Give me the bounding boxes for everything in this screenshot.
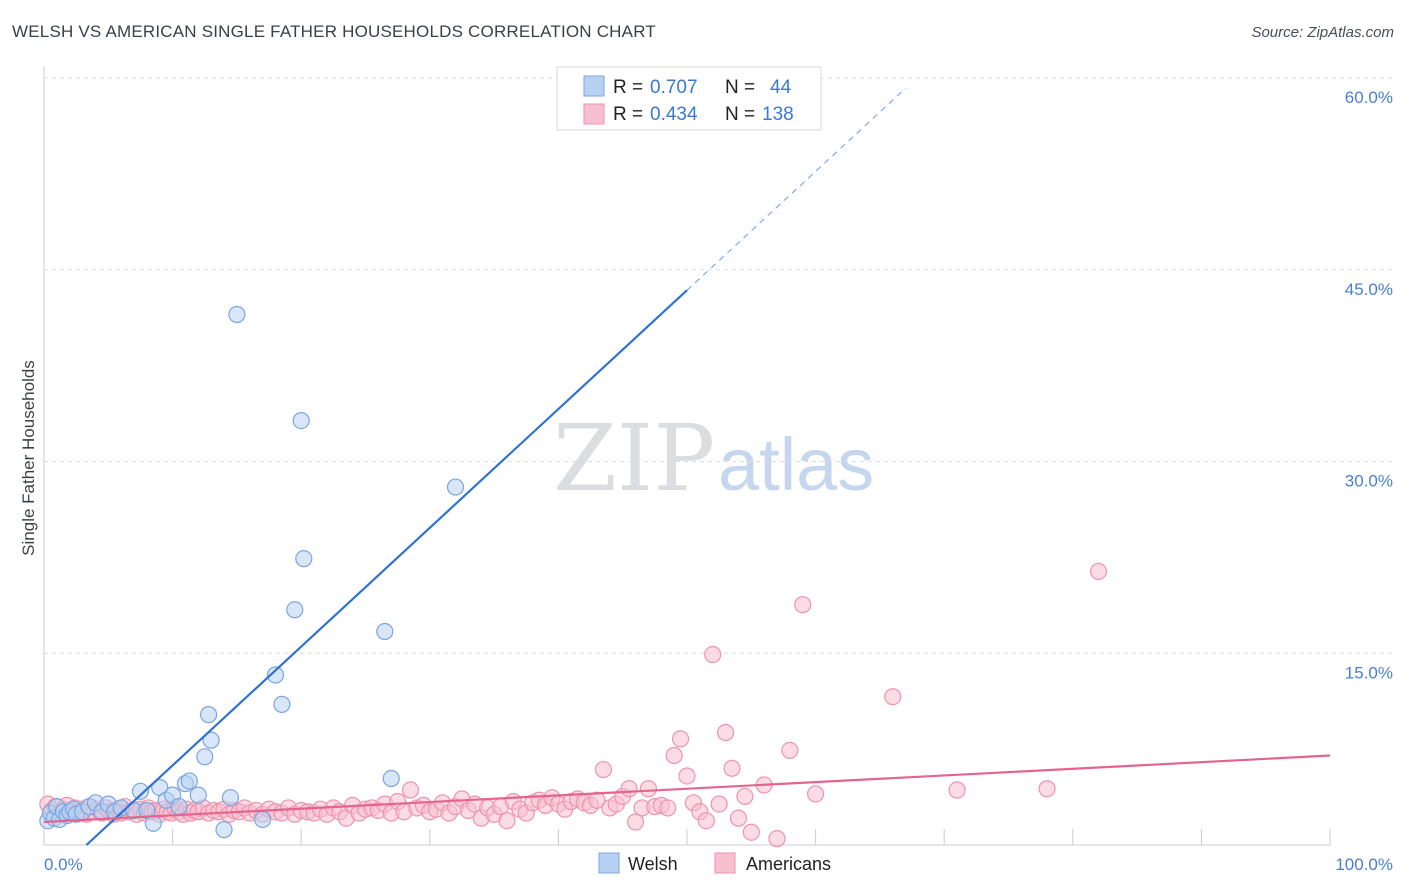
american-point-132 [806, 785, 825, 803]
american-n-value: 138 [762, 104, 794, 125]
american-point-131 [794, 596, 812, 614]
series-legend: Welsh Americans [598, 852, 831, 874]
american-point-120 [697, 812, 715, 830]
welsh-r-value: 0.707 [650, 77, 698, 98]
welsh-point-35 [266, 666, 285, 684]
welsh-n-label: N = [725, 77, 755, 98]
american-point-108 [620, 780, 638, 798]
american-r-value: 0.434 [650, 104, 698, 125]
watermark-zip: ZIP [553, 405, 715, 512]
welsh-point-18 [131, 782, 150, 800]
americans-legend-label: Americans [746, 854, 831, 874]
welsh-point-31 [215, 821, 233, 839]
trend-lines [43, 87, 1331, 846]
welsh-r-label: R = [613, 77, 643, 98]
x-tick-label-100: 100.0% [1335, 855, 1393, 874]
american-point-123 [716, 723, 735, 742]
chart-title: WELSH VS AMERICAN SINGLE FATHER HOUSEHOL… [12, 22, 656, 41]
welsh-point-34 [254, 810, 272, 829]
welsh-point-42 [446, 478, 465, 496]
american-point-126 [736, 787, 754, 806]
welsh-point-38 [292, 411, 310, 430]
american-point-115 [665, 746, 683, 765]
american-point-136 [1089, 562, 1108, 581]
american-point-129 [768, 830, 786, 848]
welsh-point-32 [221, 789, 240, 807]
american-point-117 [678, 767, 696, 785]
correlation-legend: R = 0.707 N = 44 R = 0.434 N = 138 [556, 66, 822, 131]
americans-bottom-swatch [714, 852, 736, 874]
welsh-point-29 [200, 706, 218, 724]
american-point-114 [659, 799, 677, 817]
american-point-124 [723, 759, 741, 777]
welsh-legend-label: Welsh [628, 854, 678, 874]
american-point-89 [498, 812, 516, 830]
welsh-point-41 [382, 769, 400, 788]
american-point-130 [781, 741, 799, 760]
american-point-116 [671, 730, 690, 748]
welsh-point-33 [228, 305, 246, 324]
american-legend-swatch [583, 103, 605, 125]
source-credit: Source: ZipAtlas.com [1251, 24, 1394, 41]
americans-trend-line [43, 754, 1331, 824]
american-point-135 [1038, 780, 1056, 798]
american-point-133 [884, 688, 902, 706]
americans-series [39, 562, 1108, 848]
welsh-point-36 [273, 695, 291, 713]
welsh-point-39 [295, 550, 313, 568]
american-n-label: N = [725, 104, 755, 125]
welsh-point-24 [170, 798, 188, 816]
y-tick-label-15: 15.0% [1345, 663, 1393, 682]
american-r-label: R = [613, 104, 643, 125]
welsh-trend-line [85, 289, 688, 846]
american-point-127 [742, 823, 760, 841]
welsh-series [39, 103, 587, 839]
axes [43, 66, 1331, 846]
y-tick-label-45: 45.0% [1345, 280, 1393, 299]
welsh-n-value: 44 [770, 77, 792, 98]
american-point-111 [639, 780, 658, 798]
welsh-trend-extension [686, 87, 906, 291]
american-point-121 [704, 645, 722, 664]
american-point-125 [729, 809, 748, 827]
grid-lines: 15.0% 30.0% 45.0% 60.0% [44, 77, 1393, 682]
welsh-legend-swatch [583, 75, 605, 97]
welsh-point-26 [180, 772, 198, 790]
welsh-bottom-swatch [598, 852, 620, 874]
welsh-point-27 [189, 786, 207, 804]
welsh-point-37 [286, 601, 304, 619]
american-point-104 [594, 760, 613, 779]
american-point-109 [626, 813, 645, 831]
welsh-point-40 [376, 622, 394, 641]
welsh-point-28 [196, 748, 214, 766]
y-axis-title: Single Father Households [19, 360, 38, 556]
y-tick-label-30: 30.0% [1345, 472, 1393, 491]
american-point-122 [710, 795, 728, 813]
x-tick-label-0: 0.0% [44, 855, 83, 874]
welsh-point-30 [202, 731, 220, 749]
watermark-atlas: atlas [718, 423, 874, 506]
y-tick-label-60: 60.0% [1345, 88, 1393, 107]
american-point-103 [588, 791, 606, 809]
american-point-74 [401, 781, 420, 799]
american-point-134 [948, 781, 966, 799]
